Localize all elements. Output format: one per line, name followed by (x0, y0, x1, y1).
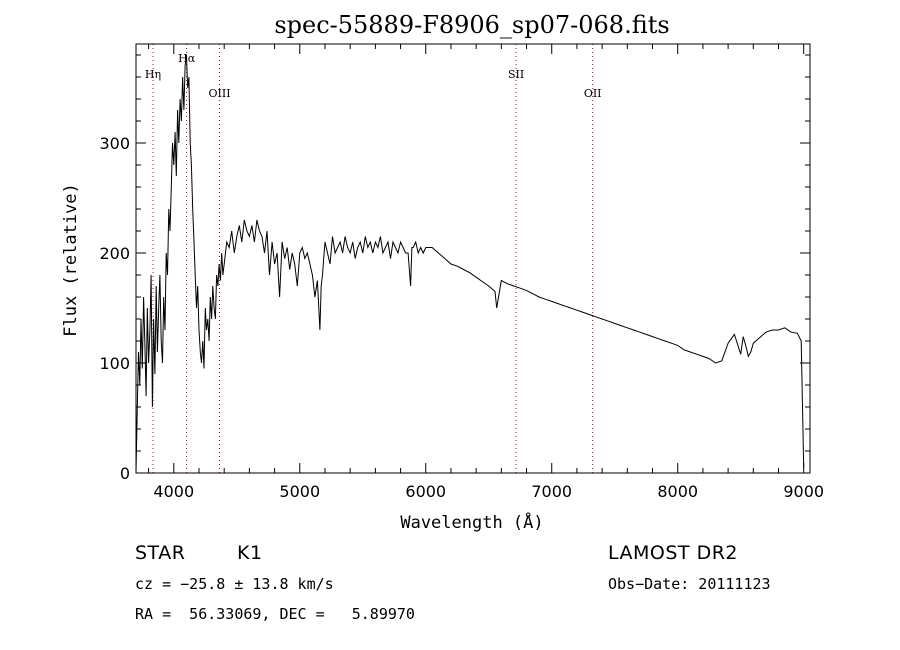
y-tick-label: 100 (99, 354, 130, 373)
survey-name: LAMOST DR2 (608, 542, 738, 564)
chart-title: spec-55889-F8906_sp07-068.fits (274, 11, 669, 39)
coordinates: RA = 56.33069, DEC = 5.89970 (135, 605, 415, 623)
line-label-SII: SII (508, 68, 524, 81)
object-class: STAR (135, 542, 186, 564)
y-axis-ticks: 0 100 200 300 (99, 54, 810, 483)
x-tick-label: 6000 (405, 482, 446, 501)
y-tick-label: 300 (99, 134, 130, 153)
x-tick-label: 5000 (279, 482, 320, 501)
object-subclass: K1 (237, 542, 263, 564)
line-label-Hη: Hη (145, 68, 161, 81)
plot-frame (135, 43, 811, 474)
cz-readout: cz = −25.8 ± 13.8 km/s (135, 575, 334, 593)
x-tick-label: 8000 (657, 482, 698, 501)
y-tick-label: 200 (99, 244, 130, 263)
x-axis-label: Wavelength (Å) (400, 511, 543, 533)
spectrum-series-line (135, 54, 805, 474)
x-tick-label: 4000 (153, 482, 194, 501)
line-label-OII: OII (584, 87, 602, 100)
x-axis-ticks: 4000 5000 6000 7000 8000 9000 (148, 44, 824, 501)
x-tick-label: 9000 (783, 482, 824, 501)
x-tick-label: 7000 (531, 482, 572, 501)
y-tick-label: 0 (120, 464, 130, 483)
obs-date: Obs−Date: 20111123 (608, 575, 771, 593)
line-label-OIII: OIII (208, 87, 230, 100)
y-axis-label: Flux (relative) (61, 183, 81, 337)
